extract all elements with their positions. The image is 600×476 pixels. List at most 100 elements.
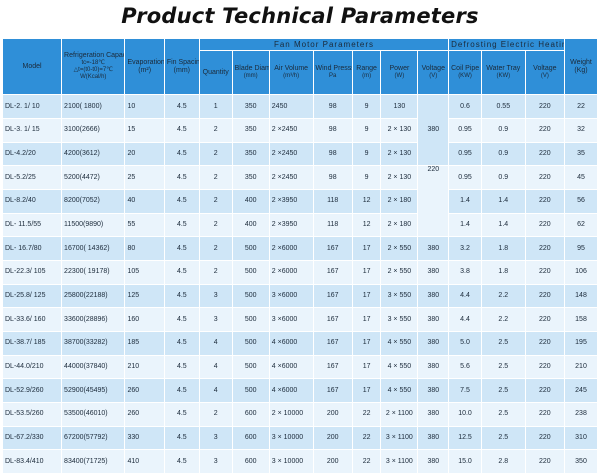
cell-coil-pipe: 4.4 — [448, 307, 482, 332]
cell-air-volume: 2450 — [268, 94, 314, 120]
cell-air-volume: 2 ×6000 — [268, 236, 314, 261]
cell-range: 9 — [351, 165, 382, 190]
header-defrost-group: Defrosting Electric Heating Tube Paramet… — [448, 37, 566, 52]
cell-evaporation-area: 410 — [124, 449, 165, 474]
table-row: DL- 11.5/55 11500(9890) 55 4.5 2 400 2 ×3950 11… — [1, 212, 598, 238]
cell-evaporation-area: 330 — [124, 425, 165, 451]
cell-blade-diameter: 600 — [231, 401, 270, 427]
cell-wind-pressure: 167 — [312, 307, 353, 332]
cell-power: 2 × 1100 — [380, 401, 419, 427]
cell-blade-diameter: 600 — [231, 425, 270, 451]
cell-fan-voltage-380-group: 380 — [417, 94, 450, 167]
cell-quantity: 2 — [198, 259, 233, 285]
header-fin-unit: (mm) — [173, 66, 190, 74]
cell-water-tray: 1.8 — [480, 236, 526, 261]
header-water-tray: Water Tray (KW) — [480, 50, 526, 96]
cell-water-tray: 2.5 — [480, 401, 526, 427]
cell-blade-diameter: 500 — [231, 259, 270, 285]
table-row: DL-22.3/ 105 22300( 19178) 105 4.5 2 500 2 ×60… — [1, 259, 598, 285]
cell-blade-diameter: 500 — [231, 354, 270, 380]
cell-model: DL-25.8/ 125 — [1, 283, 63, 309]
cell-defrost-voltage: 220 — [524, 118, 566, 143]
cell-model: DL-2. 1/ 10 — [1, 94, 63, 120]
header-refrigeration-unit: W(Kcal/h) — [80, 74, 107, 81]
cell-water-tray: 0.55 — [480, 94, 526, 120]
cell-weight: 245 — [564, 378, 598, 403]
table-row: DL-33.6/ 160 33600(28896) 160 4.5 3 500 3 ×600… — [1, 307, 598, 332]
cell-quantity: 4 — [198, 378, 233, 403]
cell-range: 17 — [351, 378, 382, 403]
table-row: DL-44.0/210 44000(37840) 210 4.5 4 500 4 ×6000… — [1, 354, 598, 380]
cell-fan-voltage-220-group: 220 — [417, 165, 450, 238]
cell-weight: 56 — [564, 189, 598, 214]
cell-evaporation-area: 185 — [124, 330, 165, 356]
cell-refrigeration-capacity: 16700( 14362) — [61, 236, 126, 261]
header-defrost-voltage-unit: (V) — [540, 73, 549, 80]
header-fan-voltage-unit: (V) — [429, 73, 438, 80]
cell-water-tray: 0.9 — [480, 118, 526, 143]
cell-coil-pipe: 12.5 — [448, 425, 482, 451]
cell-weight: 238 — [564, 401, 598, 427]
cell-weight: 310 — [564, 425, 598, 451]
cell-refrigeration-capacity: 4200(3612) — [61, 141, 126, 167]
cell-air-volume: 3 ×6000 — [268, 307, 314, 332]
cell-water-tray: 0.9 — [480, 141, 526, 167]
cell-coil-pipe: 0.95 — [448, 141, 482, 167]
cell-defrost-voltage: 220 — [524, 141, 566, 167]
header-evaporation-area: Evaporation Area (m²) — [124, 37, 165, 96]
cell-evaporation-area: 10 — [124, 94, 165, 120]
header-water-label: Water Tray — [486, 65, 521, 73]
cell-power: 3 × 550 — [380, 283, 419, 309]
header-evaporation-label: Evaporation Area — [127, 58, 165, 66]
cell-model: DL- 11.5/55 — [1, 212, 63, 238]
cell-blade-diameter: 400 — [231, 212, 270, 238]
header-wind-pressure: Wind Presssure Pa — [312, 50, 353, 96]
cell-range: 17 — [351, 307, 382, 332]
cell-coil-pipe: 1.4 — [448, 189, 482, 214]
cell-evaporation-area: 55 — [124, 212, 165, 238]
cell-blade-diameter: 350 — [231, 118, 270, 143]
cell-range: 17 — [351, 259, 382, 285]
cell-wind-pressure: 167 — [312, 259, 353, 285]
cell-water-tray: 2.5 — [480, 354, 526, 380]
header-evaporation-unit: (m²) — [138, 66, 152, 74]
cell-fin-spacing: 4.5 — [163, 118, 200, 143]
cell-weight: 210 — [564, 354, 598, 380]
cell-coil-pipe: 3.2 — [448, 236, 482, 261]
cell-fin-spacing: 4.5 — [163, 283, 200, 309]
cell-model: DL-53.5/260 — [1, 401, 63, 427]
cell-defrost-voltage: 220 — [524, 354, 566, 380]
header-fan-voltage-label: Voltage — [421, 65, 445, 73]
cell-weight: 32 — [564, 118, 598, 143]
cell-defrost-voltage: 220 — [524, 236, 566, 261]
cell-model: DL-67.2/330 — [1, 425, 63, 451]
cell-refrigeration-capacity: 22300( 19178) — [61, 259, 126, 285]
cell-wind-pressure: 98 — [312, 141, 353, 167]
cell-wind-pressure: 200 — [312, 449, 353, 474]
cell-range: 17 — [351, 354, 382, 380]
cell-weight: 148 — [564, 283, 598, 309]
cell-refrigeration-capacity: 52900(45495) — [61, 378, 126, 403]
header-blade-diameter: Blade Diameter (mm) — [231, 50, 270, 96]
cell-power: 3 × 550 — [380, 307, 419, 332]
cell-model: DL-38.7/ 185 — [1, 330, 63, 356]
header-range-label: Range — [356, 65, 377, 73]
cell-defrost-voltage: 220 — [524, 401, 566, 427]
cell-water-tray: 2.8 — [480, 449, 526, 474]
cell-defrost-voltage: 220 — [524, 378, 566, 403]
cell-model: DL-3. 1/ 15 — [1, 118, 63, 143]
table-row: DL- 16.7/80 16700( 14362) 80 4.5 2 500 2 ×6000… — [1, 236, 598, 261]
header-model: Model — [1, 37, 63, 96]
cell-coil-pipe: 0.95 — [448, 165, 482, 190]
cell-coil-pipe: 5.6 — [448, 354, 482, 380]
cell-wind-pressure: 118 — [312, 212, 353, 238]
cell-coil-pipe: 0.95 — [448, 118, 482, 143]
cell-coil-pipe: 7.5 — [448, 378, 482, 403]
cell-range: 12 — [351, 189, 382, 214]
header-water-unit: (KW) — [496, 73, 511, 80]
cell-fin-spacing: 4.5 — [163, 354, 200, 380]
cell-water-tray: 1.8 — [480, 259, 526, 285]
cell-blade-diameter: 500 — [231, 283, 270, 309]
cell-range: 17 — [351, 236, 382, 261]
cell-fin-spacing: 4.5 — [163, 189, 200, 214]
